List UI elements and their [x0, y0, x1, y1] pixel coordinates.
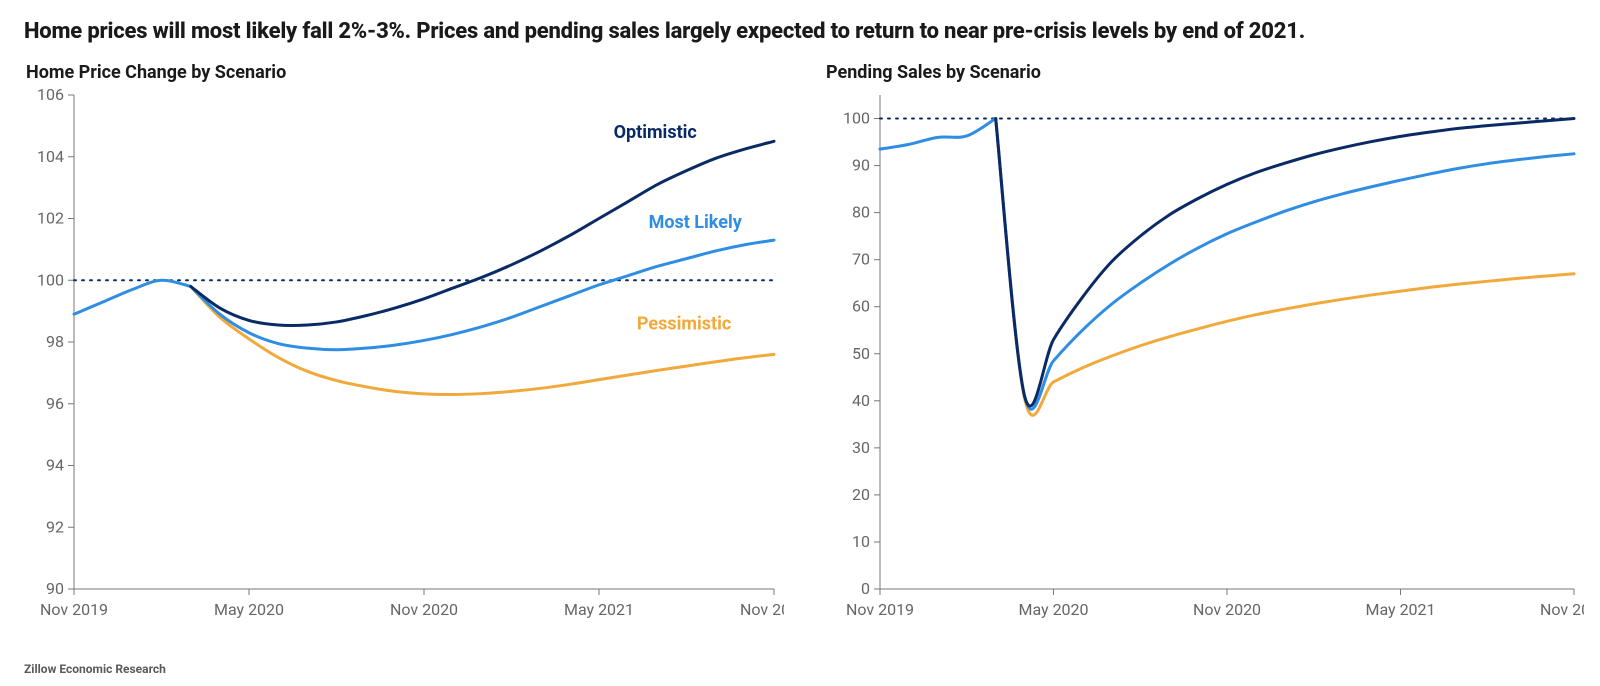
right-panel: Pending Sales by Scenario 0 10 20 30 40 50 60 7… [824, 62, 1584, 629]
y-tick-label: 40 [852, 390, 870, 409]
page-title: Home prices will most likely fall 2%-3%.… [24, 18, 1576, 46]
y-tick-label: 80 [852, 202, 870, 221]
right-panel-title: Pending Sales by Scenario [826, 62, 1584, 83]
y-tick-label: 50 [852, 343, 870, 362]
x-tick-label: Nov 2020 [1193, 600, 1261, 619]
y-tick-label: 106 [37, 89, 64, 104]
y-tick-label: 90 [852, 155, 870, 174]
y-tick-label: 30 [852, 437, 870, 456]
y-tick-label: 104 [37, 146, 64, 165]
baseline-series [880, 118, 996, 149]
optimistic-label: Optimistic [614, 122, 697, 143]
y-tick-label: 94 [46, 455, 64, 474]
source-attribution: Zillow Economic Research [24, 662, 166, 676]
x-tick-label: Nov 2019 [846, 600, 914, 619]
y-tick-label: 98 [46, 332, 64, 351]
pending-sales-chart: 0 10 20 30 40 50 60 70 80 90 100 Nov 2019 May 2020 No… [824, 89, 1584, 629]
x-tick-label: May 2021 [564, 600, 634, 619]
optimistic-series [191, 141, 774, 325]
pessimistic-series [191, 286, 774, 394]
x-tick-label: Nov 2021 [740, 600, 784, 619]
y-tick-label: 96 [46, 393, 64, 412]
baseline-series [74, 280, 191, 314]
y-tick-label: 20 [852, 484, 870, 503]
x-tick-label: May 2020 [1018, 600, 1088, 619]
x-tick-label: Nov 2019 [40, 600, 108, 619]
left-panel: Home Price Change by Scenario 90 92 94 96 98… [24, 62, 784, 629]
y-tick-label: 100 [37, 270, 64, 289]
y-tick-label: 90 [46, 579, 64, 598]
pessimistic-label: Pessimistic [637, 313, 731, 334]
y-tick-label: 70 [852, 249, 870, 268]
x-tick-label: Nov 2020 [390, 600, 458, 619]
y-tick-label: 10 [852, 531, 870, 550]
page-root: Home prices will most likely fall 2%-3%.… [0, 0, 1600, 686]
y-tick-label: 92 [46, 517, 64, 536]
panels-container: Home Price Change by Scenario 90 92 94 96 98… [24, 62, 1576, 629]
x-tick-label: May 2020 [214, 600, 284, 619]
most_likely-label: Most Likely [649, 211, 743, 232]
home-price-chart: 90 92 94 96 98 100 102 104 106 Pessimistic Most Li… [24, 89, 784, 629]
y-tick-label: 60 [852, 296, 870, 315]
x-tick-label: Nov 2021 [1540, 600, 1584, 619]
left-panel-title: Home Price Change by Scenario [26, 62, 784, 83]
y-tick-label: 0 [861, 579, 870, 598]
optimistic-series [996, 118, 1574, 405]
y-tick-label: 102 [37, 208, 64, 227]
y-tick-label: 100 [843, 108, 870, 127]
x-tick-label: May 2021 [1365, 600, 1435, 619]
